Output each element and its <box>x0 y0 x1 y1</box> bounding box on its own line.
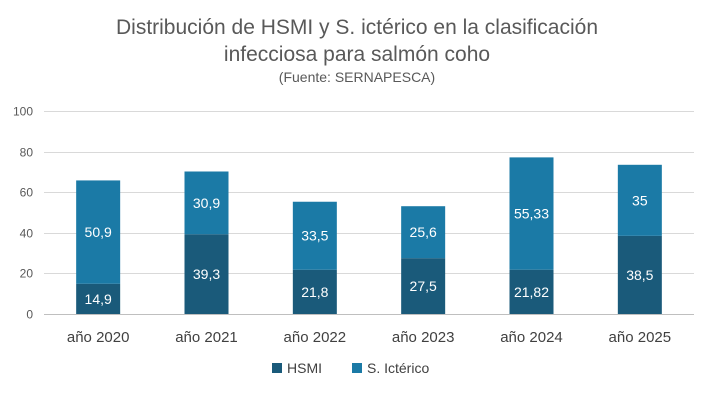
bar-segment-hsmi <box>401 258 446 314</box>
data-label: 50,9 <box>85 224 112 240</box>
y-tick-label: 80 <box>20 146 34 160</box>
bar-segment-s-icterico <box>292 201 337 270</box>
data-label: 25,6 <box>410 224 437 240</box>
x-category-label: año 2024 <box>500 329 563 346</box>
chart-subtitle: (Fuente: SERNAPESCA) <box>278 69 436 85</box>
data-label: 14,9 <box>85 291 112 307</box>
x-category-label: año 2020 <box>67 329 130 346</box>
legend: HSMI S. Ictérico <box>272 360 429 376</box>
bar-segment-s-icterico <box>76 180 121 284</box>
bar-segment-hsmi <box>617 235 662 314</box>
y-tick-label: 100 <box>13 105 33 119</box>
data-label: 33,5 <box>301 228 328 244</box>
y-axis-ticks: 0 20 40 60 80 100 <box>13 105 33 322</box>
data-label: 39,3 <box>193 266 220 282</box>
legend-label: HSMI <box>287 360 322 376</box>
bar-segment-hsmi <box>509 269 554 314</box>
chart-title-line-1: Distribución de HSMI y S. ictérico en la… <box>115 16 598 39</box>
data-label: 21,82 <box>514 284 549 300</box>
data-label: 27,5 <box>410 278 437 294</box>
chart-title-line-2: infecciosa para salmón coho <box>223 43 491 66</box>
bar-segment-hsmi <box>76 283 121 314</box>
bar-segment-s-icterico <box>184 171 229 235</box>
data-label: 38,5 <box>626 267 653 283</box>
data-label: 30,9 <box>193 195 220 211</box>
x-category-label: año 2022 <box>284 329 347 346</box>
data-label: 55,33 <box>514 206 549 222</box>
y-tick-label: 40 <box>20 227 34 241</box>
legend-label: S. Ictérico <box>367 360 429 376</box>
data-label: 35 <box>632 192 648 208</box>
bar-segment-s-icterico <box>617 164 662 236</box>
data-label: 21,8 <box>301 284 328 300</box>
legend-swatch <box>272 363 282 373</box>
bar-segment-hsmi <box>292 269 337 314</box>
gridlines <box>44 111 694 315</box>
x-axis-categories: año 2020 año 2021 año 2022 año 2023 año 2024… <box>67 329 671 346</box>
y-tick-label: 20 <box>20 267 34 281</box>
legend-swatch <box>352 363 362 373</box>
bars <box>76 157 662 314</box>
bar-segment-s-icterico <box>401 206 446 259</box>
chart-title-block: Distribución de HSMI y S. ictérico en la… <box>0 14 714 86</box>
x-category-label: año 2021 <box>175 329 238 346</box>
bar-segment-s-icterico <box>509 157 554 270</box>
y-tick-label: 60 <box>20 186 34 200</box>
bar-segment-hsmi <box>184 234 229 314</box>
x-category-label: año 2025 <box>609 329 672 346</box>
x-category-label: año 2023 <box>392 329 455 346</box>
data-labels: 14,9 50,9 39,3 30,9 21,8 33,5 27,5 25,6 21,82 55,… <box>85 192 654 307</box>
y-tick-label: 0 <box>26 308 33 322</box>
